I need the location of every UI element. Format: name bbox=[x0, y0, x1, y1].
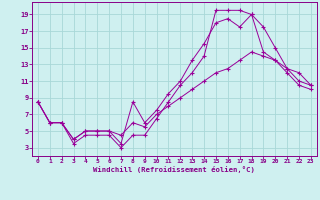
X-axis label: Windchill (Refroidissement éolien,°C): Windchill (Refroidissement éolien,°C) bbox=[93, 166, 255, 173]
